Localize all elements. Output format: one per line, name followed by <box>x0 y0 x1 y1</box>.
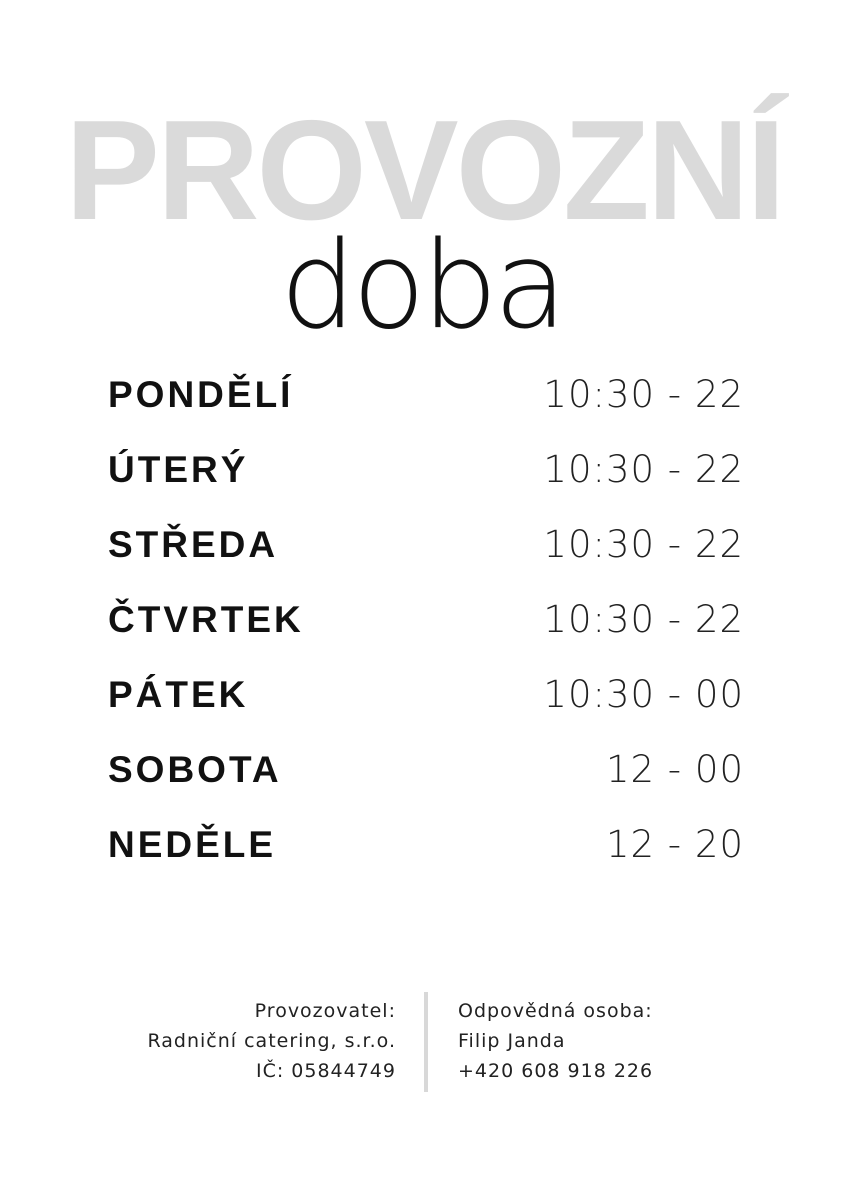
hours-row: ČTVRTEK 10:30 - 22 <box>108 598 744 673</box>
hours-row: SOBOTA 12 - 00 <box>108 748 744 823</box>
title-doba: doba <box>280 217 567 356</box>
time-value: 12 - 00 <box>605 748 744 791</box>
contact-phone: +420 608 918 226 <box>458 1060 654 1082</box>
day-label: STŘEDA <box>108 524 279 565</box>
day-label: ČTVRTEK <box>108 599 304 640</box>
contact-label: Odpovědná osoba: <box>458 1000 653 1022</box>
time-value: 10:30 - 22 <box>543 373 744 416</box>
time-value: 12 - 20 <box>605 823 744 866</box>
hours-row: PÁTEK 10:30 - 00 <box>108 673 744 748</box>
hours-row: STŘEDA 10:30 - 22 <box>108 523 744 598</box>
time-value: 10:30 - 00 <box>543 673 744 716</box>
hours-row: NEDĚLE 12 - 20 <box>108 823 744 898</box>
day-label: SOBOTA <box>108 749 282 790</box>
hours-row: ÚTERÝ 10:30 - 22 <box>108 448 744 523</box>
operator-info: Provozovatel: Radniční catering, s.r.o. … <box>148 996 397 1086</box>
footer-divider <box>424 992 428 1092</box>
day-label: NEDĚLE <box>108 824 277 865</box>
day-label: ÚTERÝ <box>108 449 249 490</box>
opening-hours-list: PONDĚLÍ 10:30 - 22 ÚTERÝ 10:30 - 22 STŘEDA… <box>108 373 744 898</box>
contact-name: Filip Janda <box>458 1030 566 1052</box>
contact-info: Odpovědná osoba: Filip Janda +420 608 91… <box>458 996 653 1086</box>
operator-id: IČ: 05844749 <box>255 1060 396 1082</box>
operator-name: Radniční catering, s.r.o. <box>147 1030 396 1052</box>
hours-row: PONDĚLÍ 10:30 - 22 <box>108 373 744 448</box>
title-provozni: PROVOZNÍ <box>65 91 786 250</box>
day-label: PONDĚLÍ <box>108 374 294 415</box>
time-value: 10:30 - 22 <box>543 448 744 491</box>
day-label: PÁTEK <box>108 674 249 715</box>
time-value: 10:30 - 22 <box>543 523 744 566</box>
operator-label: Provozovatel: <box>254 1000 396 1022</box>
time-value: 10:30 - 22 <box>543 598 744 641</box>
